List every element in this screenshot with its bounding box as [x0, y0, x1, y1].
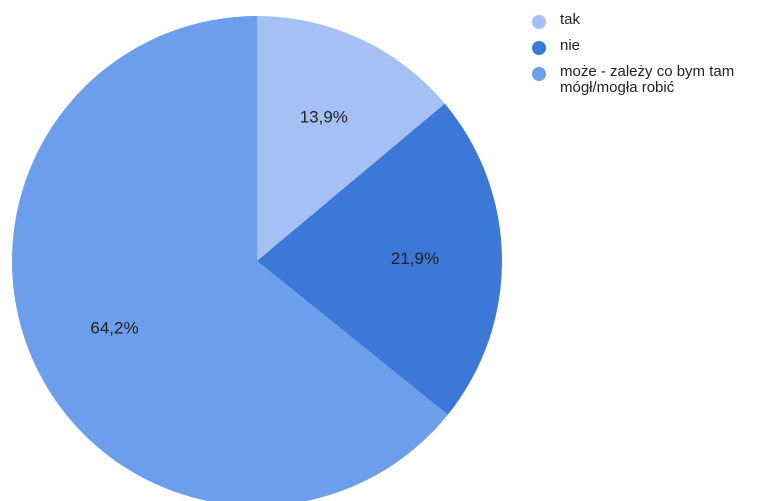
- legend-swatch-tak: [532, 15, 546, 29]
- pie-slices: [12, 16, 502, 501]
- pie-slice-tak: [257, 16, 445, 261]
- legend-item-nie: nie: [532, 38, 768, 55]
- legend-label-nie: nie: [560, 37, 581, 54]
- pie-label-nie: 21,9%: [391, 249, 439, 268]
- pie-label-moze: 64,2%: [90, 319, 138, 338]
- legend-label-moze: może - zależy co bym tam mógł/mogła robi…: [560, 63, 735, 96]
- legend-swatch-moze: [532, 67, 546, 81]
- pie-labels: 13,9% 21,9% 64,2%: [90, 107, 439, 337]
- legend-item-moze: może - zależy co bym tam mógł/mogła robi…: [532, 64, 768, 96]
- legend-item-tak: tak: [532, 12, 768, 29]
- legend: tak nie może - zależy co bym tam mógł/mogł…: [532, 12, 768, 105]
- pie-label-tak: 13,9%: [300, 107, 348, 126]
- legend-swatch-nie: [532, 41, 546, 55]
- pie-slice-nie: [257, 103, 502, 415]
- legend-label-tak: tak: [560, 11, 581, 28]
- pie-slice-moze: [12, 16, 448, 501]
